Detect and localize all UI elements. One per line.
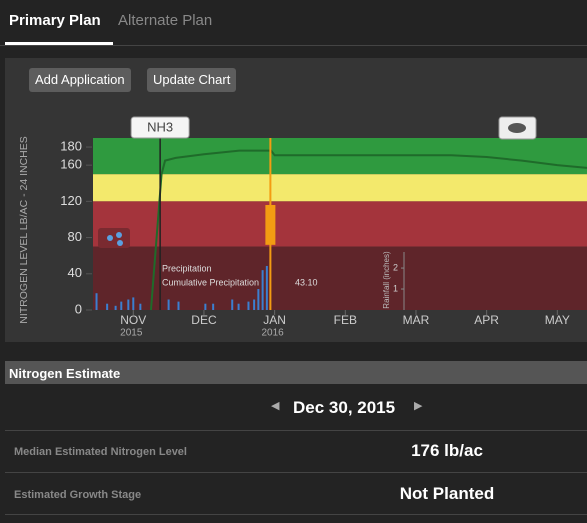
- precip-bar: [139, 303, 142, 310]
- precip-bar: [212, 303, 215, 310]
- y-tick-label: 120: [60, 193, 82, 208]
- divider: [5, 430, 587, 431]
- precip-bar: [231, 299, 234, 310]
- precip-bar: [167, 299, 170, 310]
- y2-tick-label: 1: [393, 283, 398, 293]
- y-tick-label: 40: [68, 265, 82, 280]
- date: Dec 30, 2015: [293, 398, 396, 417]
- flag-icon: [508, 123, 526, 133]
- y-tick-label: 180: [60, 138, 82, 153]
- application-label: NH3: [147, 119, 173, 134]
- precip-bar: [237, 303, 240, 310]
- row-label: Estimated Growth Stage: [14, 489, 142, 501]
- precip-bar: [257, 289, 260, 310]
- zone-band: [93, 174, 587, 202]
- application-flag: [130, 116, 190, 139]
- x-tick-label: FEB: [334, 313, 357, 327]
- precip-bar: [247, 301, 250, 310]
- row-value: Not Planted: [399, 484, 495, 503]
- x-tick-label: JAN: [263, 313, 286, 327]
- prev-arrow[interactable]: ◀: [271, 400, 280, 412]
- precip-bar: [204, 303, 207, 310]
- weather-icon: [116, 232, 122, 238]
- row-value: 176 lb/ac: [411, 441, 483, 460]
- precip-bar: [114, 305, 117, 310]
- application-range: [265, 204, 276, 245]
- divider: [5, 514, 587, 515]
- precip-bar: [177, 301, 180, 310]
- zone-band: [93, 246, 587, 310]
- y-tick-label: 160: [60, 157, 82, 172]
- zone-band: [93, 201, 587, 247]
- x-tick-label: NOV: [120, 313, 146, 327]
- weather-icon: [98, 228, 130, 248]
- y-tick-label: 80: [68, 229, 82, 244]
- x-tick-year: 2015: [120, 328, 143, 339]
- x-tick-label: DEC: [191, 313, 217, 327]
- section-header: [5, 361, 587, 384]
- divider: [0, 45, 587, 46]
- button[interactable]: Add Application: [29, 68, 131, 92]
- y2-tick-label: 2: [393, 262, 398, 272]
- section-title: Nitrogen Estimate: [9, 366, 121, 381]
- y-tick-label: 0: [75, 301, 82, 316]
- precip-bar: [132, 297, 135, 310]
- tab[interactable]: Primary Plan: [9, 12, 101, 29]
- x-tick-year: 2016: [262, 328, 285, 339]
- precip-bar: [95, 293, 98, 310]
- legend-label: Precipitation: [162, 263, 212, 273]
- row-label: Median Estimated Nitrogen Level: [14, 446, 187, 458]
- x-tick-label: MAY: [545, 313, 570, 327]
- precip-bar: [120, 301, 123, 310]
- x-tick-label: MAR: [403, 313, 430, 327]
- nitrogen-line: [149, 149, 587, 311]
- x-tick-label: APR: [474, 313, 499, 327]
- precip-bar: [127, 299, 130, 310]
- y2-axis-label: Rainfall (inches): [382, 251, 391, 309]
- precip-bar: [253, 299, 256, 310]
- next-arrow[interactable]: ▶: [414, 400, 423, 412]
- divider: [5, 472, 587, 473]
- precip-bar: [265, 265, 268, 310]
- precip-bar: [106, 303, 109, 310]
- legend-label: Cumulative Precipitation: [162, 277, 259, 287]
- precip-bar: [261, 270, 264, 310]
- tab[interactable]: Alternate Plan: [118, 12, 213, 29]
- tab-underline: [5, 42, 113, 45]
- cumulative-value: 43.10: [295, 277, 318, 287]
- weather-icon: [117, 240, 123, 246]
- y-axis-label: NITROGEN LEVEL LB/AC - 24 INCHES: [18, 136, 30, 324]
- weather-icon: [107, 235, 113, 241]
- button[interactable]: Update Chart: [147, 68, 237, 92]
